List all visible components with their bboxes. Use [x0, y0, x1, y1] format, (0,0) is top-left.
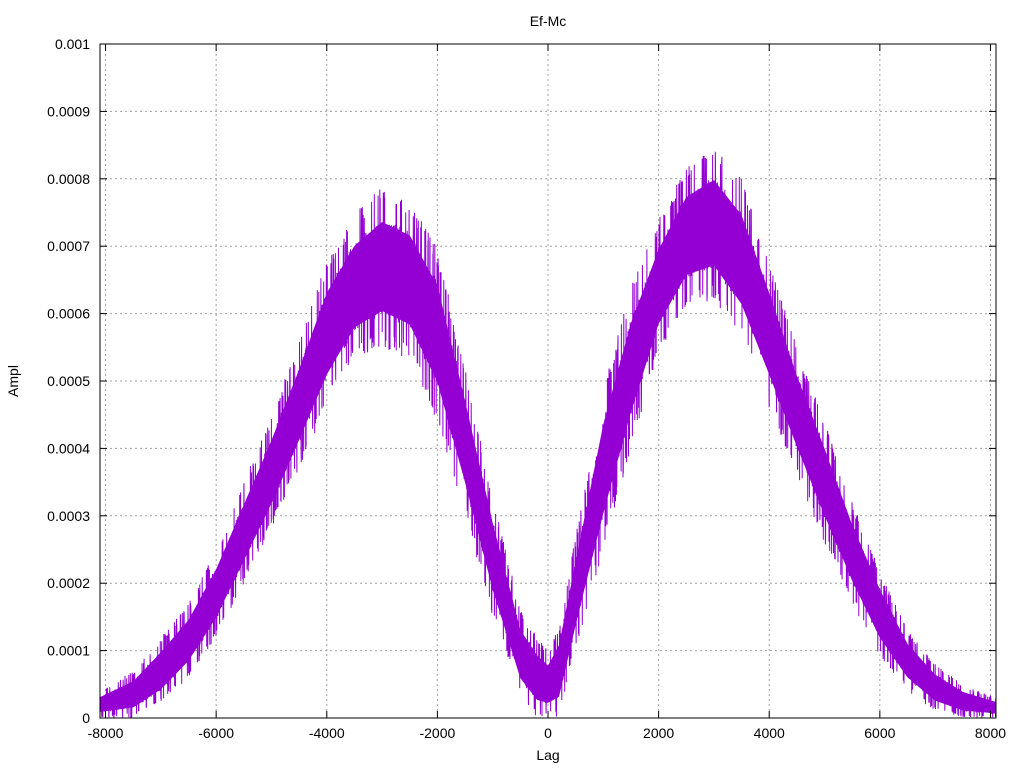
x-tick-label: 2000 — [643, 725, 674, 741]
x-tick-label: -4000 — [309, 725, 345, 741]
y-tick-label: 0.0006 — [47, 306, 90, 322]
y-tick-label: 0.0008 — [47, 171, 90, 187]
y-tick-label: 0.0005 — [47, 373, 90, 389]
y-tick-label: 0.0003 — [47, 508, 90, 524]
x-tick-label: -6000 — [198, 725, 234, 741]
x-tick-label: 8000 — [975, 725, 1006, 741]
x-tick-label: -2000 — [419, 725, 455, 741]
x-tick-label: 6000 — [864, 725, 895, 741]
y-tick-label: 0.0002 — [47, 575, 90, 591]
x-tick-label: -8000 — [88, 725, 124, 741]
series-line — [100, 151, 996, 718]
x-axis-label: Lag — [536, 747, 559, 763]
y-tick-label: 0.0001 — [47, 643, 90, 659]
y-tick-label: 0.001 — [55, 36, 90, 52]
y-tick-label: 0 — [82, 710, 90, 726]
y-tick-label: 0.0004 — [47, 440, 90, 456]
chart-title: Ef-Mc — [530, 13, 567, 29]
grid — [100, 44, 996, 718]
x-tick-label: 0 — [544, 725, 552, 741]
y-tick-label: 0.0007 — [47, 238, 90, 254]
axis-ticks: -8000 -6000 -4000 -2000 0 2000 4000 6000 8000 0 0.… — [47, 36, 1006, 741]
y-axis-label: Ampl — [5, 365, 21, 397]
y-tick-label: 0.0009 — [47, 103, 90, 119]
x-tick-label: 4000 — [754, 725, 785, 741]
series-area — [100, 151, 996, 718]
